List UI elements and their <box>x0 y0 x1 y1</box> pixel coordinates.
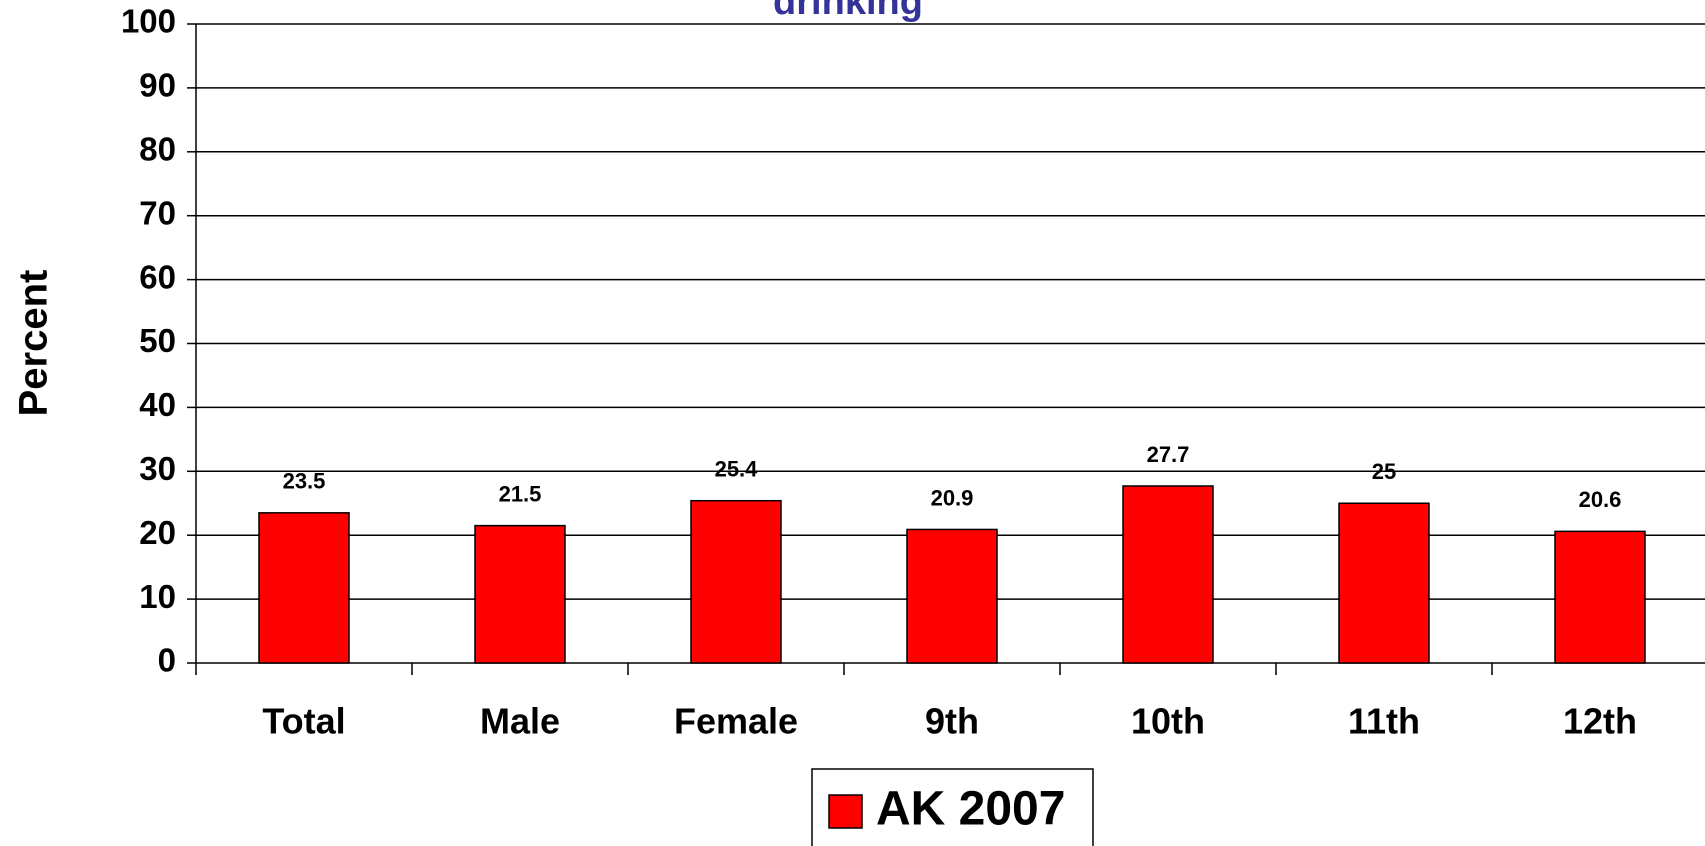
legend-label: AK 2007 <box>876 783 1065 836</box>
x-tick-label: Female <box>674 701 798 742</box>
value-label: 25.4 <box>715 457 759 482</box>
bar <box>690 499 782 664</box>
y-tick-label: 0 <box>158 642 176 679</box>
bar <box>1122 485 1214 664</box>
x-tick-label: 11th <box>1348 701 1420 742</box>
y-tick-label: 60 <box>139 258 176 295</box>
value-label: 25 <box>1372 459 1396 484</box>
y-tick-label: 20 <box>139 514 176 551</box>
y-tick-label: 70 <box>139 194 176 231</box>
x-tick-label: 12th <box>1563 701 1637 742</box>
legend-swatch <box>828 794 863 829</box>
y-tick-label: 10 <box>139 578 176 615</box>
y-tick-label: 40 <box>139 386 176 423</box>
value-label: 20.9 <box>931 485 974 510</box>
bar <box>474 524 566 664</box>
y-tick-label: 90 <box>139 67 176 104</box>
bar <box>258 512 350 664</box>
value-label: 20.6 <box>1579 487 1622 512</box>
y-tick-label: 30 <box>139 450 176 487</box>
y-tick-label: 50 <box>139 322 176 359</box>
x-tick-label: 10th <box>1131 701 1205 742</box>
x-tick-label: Male <box>480 701 560 742</box>
value-label: 27.7 <box>1147 442 1190 467</box>
y-tick-label: 80 <box>139 131 176 168</box>
bar <box>906 528 998 664</box>
y-axis-title: Percent <box>12 270 56 417</box>
x-tick-label: Total <box>262 701 345 742</box>
bar <box>1554 530 1646 664</box>
bar <box>1338 502 1430 664</box>
value-label: 23.5 <box>283 469 326 494</box>
chart-title: drinking <box>773 0 923 23</box>
value-label: 21.5 <box>499 481 542 506</box>
x-tick-label: 9th <box>925 701 979 742</box>
y-tick-label: 100 <box>121 3 176 40</box>
